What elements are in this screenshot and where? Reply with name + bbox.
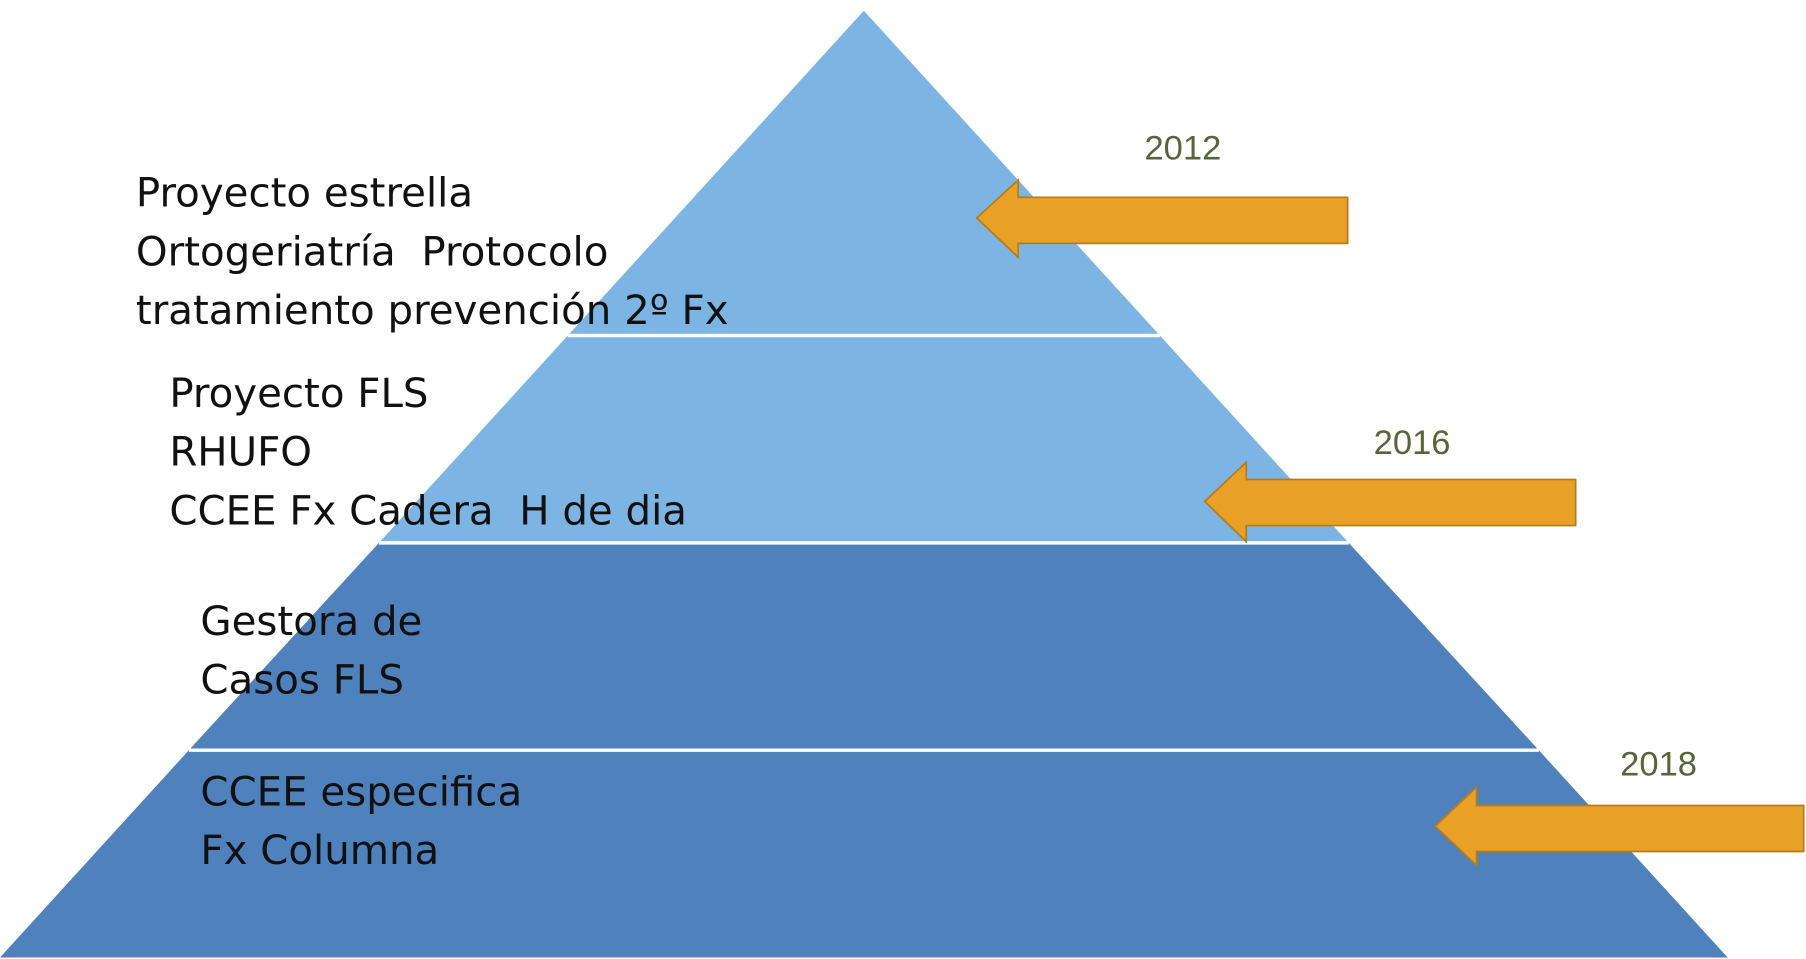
year-label: 2018 <box>1620 746 1697 784</box>
layer-text: CCEE especifica <box>200 768 522 815</box>
layer-text: RHUFO <box>169 429 312 476</box>
arrows <box>975 178 1805 868</box>
layer-text: Gestora de <box>200 598 422 645</box>
pyramid-tier-4 <box>0 750 1728 958</box>
layer-text: tratamiento prevención 2º Fx <box>136 287 729 334</box>
pyramid-tier-2 <box>378 335 1349 543</box>
year-label: 2016 <box>1374 424 1451 462</box>
pyramid-tier-3 <box>188 542 1539 751</box>
arrow <box>1433 785 1805 868</box>
arrow <box>975 178 1349 260</box>
layer-text: Fx Columna <box>200 827 439 874</box>
layer-text: Proyecto FLS <box>169 370 428 417</box>
labels: Proyecto estrella Ortogeriatría Protocolo… <box>136 129 1697 874</box>
tier-separators <box>188 333 1539 752</box>
pyramid-tier-1 <box>567 10 1160 336</box>
layer-text: Casos FLS <box>200 657 403 704</box>
arrow <box>1203 460 1577 544</box>
layer-text: Ortogeriatría Protocolo <box>136 228 609 275</box>
layer-text: Proyecto estrella <box>136 170 473 217</box>
layer-text: CCEE Fx Cadera H de dia <box>169 487 687 534</box>
year-label: 2012 <box>1144 129 1221 167</box>
